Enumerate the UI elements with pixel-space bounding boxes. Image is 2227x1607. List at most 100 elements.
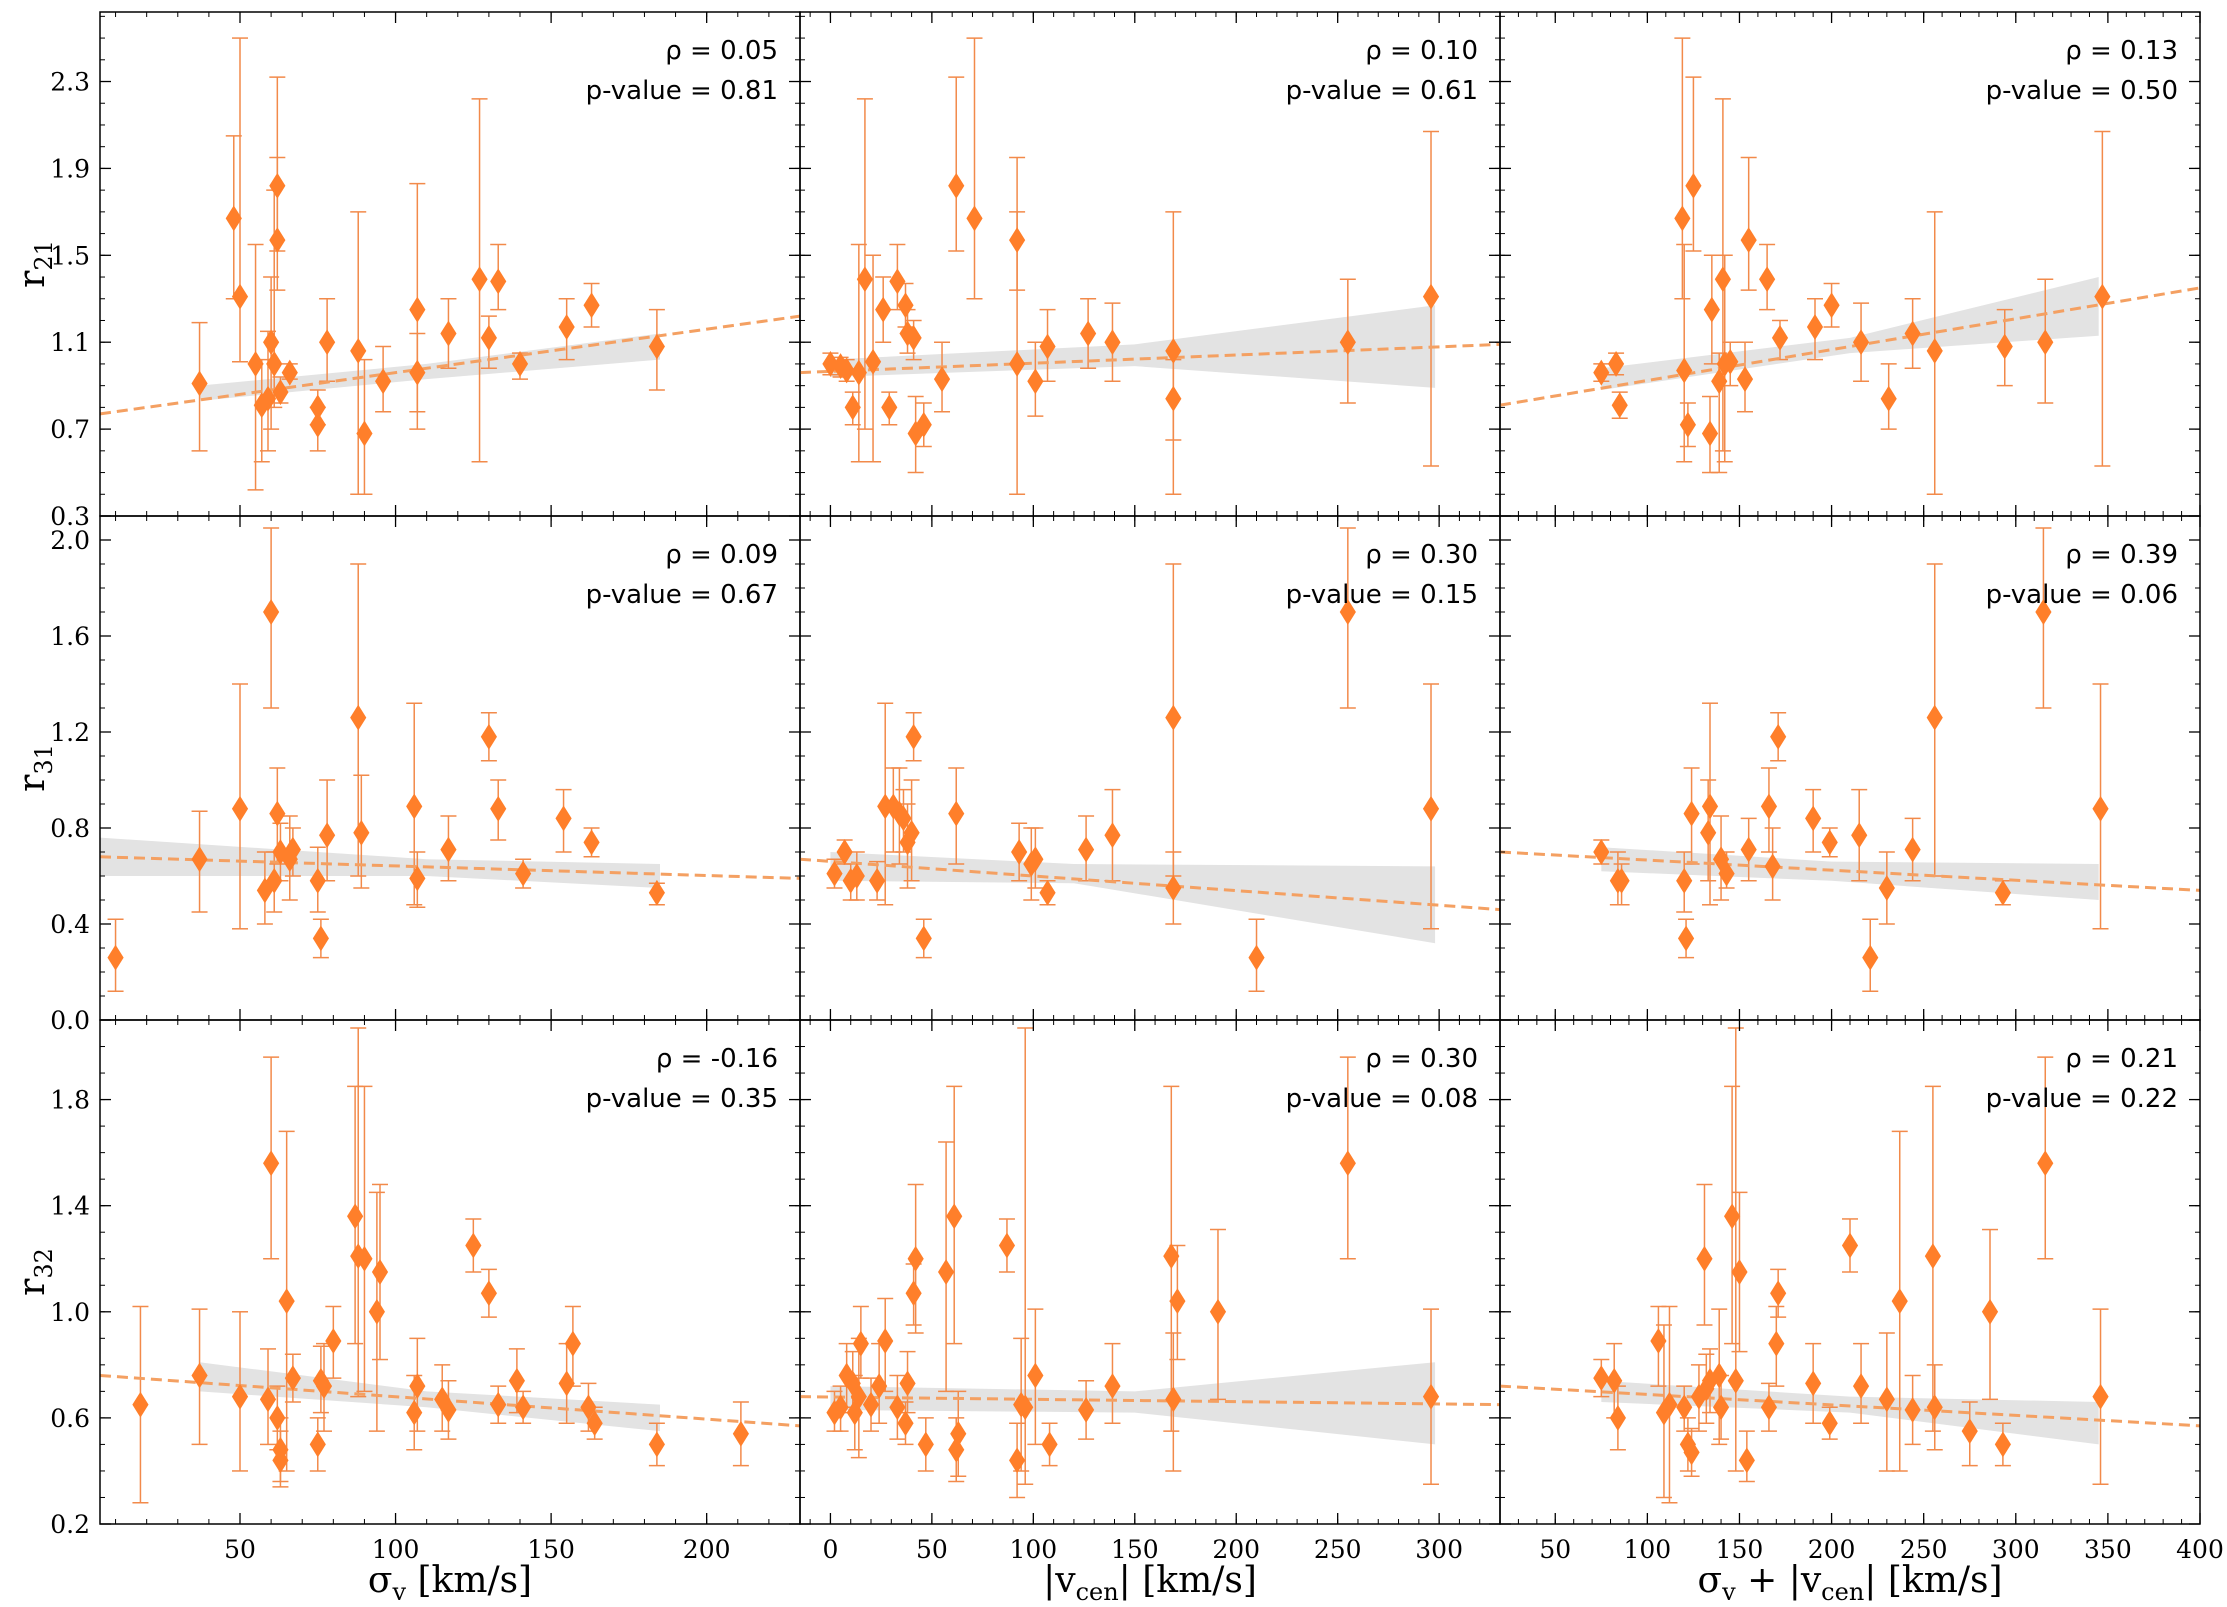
y-tick-label: 1.4: [50, 1192, 90, 1221]
data-point: [558, 314, 575, 340]
panel-r2-c0: 0.2 0.6 1.0 1.4 1.8 50 100 150 200 ρ = -0.16 p-val…: [50, 1019, 801, 1564]
data-point: [309, 1431, 326, 1458]
x-axis-title-part: σ: [368, 1560, 393, 1601]
data-point: [1009, 1447, 1026, 1474]
panel-r1-c1: ρ = 0.30 p-value = 0.15: [799, 515, 1501, 1021]
data-point: [508, 1367, 525, 1394]
data-point: [259, 1386, 277, 1413]
data-point: [132, 1391, 149, 1418]
data-point: [319, 329, 336, 356]
data-point: [1422, 795, 1440, 822]
data-point: [1165, 704, 1182, 731]
data-point: [648, 333, 665, 360]
data-point: [1422, 283, 1440, 310]
x-axis-title-part: + |v: [1736, 1560, 1822, 1601]
data-point: [2094, 283, 2111, 310]
confidence-band: [830, 305, 1436, 388]
data-point: [848, 863, 865, 889]
data-point: [862, 1391, 880, 1418]
data-point: [1722, 348, 1739, 375]
data-point: [269, 172, 286, 199]
data-point: [263, 1150, 280, 1177]
x-axis-title-sub: cen: [1076, 1578, 1119, 1606]
data-point: [440, 836, 457, 863]
data-point: [490, 795, 507, 822]
data-point: [966, 205, 983, 232]
data-point: [1981, 1298, 1999, 1325]
data-point: [440, 1396, 457, 1423]
data-point: [231, 795, 249, 822]
data-point: [356, 420, 373, 447]
data-point: [1724, 1203, 1741, 1230]
data-point: [1880, 385, 1897, 412]
data-point: [897, 1410, 914, 1437]
data-point: [1701, 793, 1719, 820]
data-point: [1606, 1367, 1623, 1394]
data-point: [1924, 1243, 1941, 1270]
data-point: [309, 411, 326, 438]
data-point: [1727, 1367, 1744, 1394]
data-point: [1607, 350, 1625, 377]
data-point: [950, 1420, 967, 1447]
data-point: [1891, 1288, 1908, 1315]
data-point: [838, 357, 855, 384]
y-tick-label: 0.6: [50, 1404, 90, 1433]
data-point: [191, 846, 208, 873]
fit-line: [800, 342, 1500, 375]
data-point: [948, 172, 965, 199]
data-point: [350, 704, 367, 731]
data-point: [406, 793, 423, 820]
x-axis-title-sub: v: [391, 1578, 406, 1606]
data-point: [1163, 1243, 1180, 1270]
y-tick-label: 0.7: [50, 415, 90, 444]
data-point: [2035, 599, 2052, 625]
rho-annotation: ρ = -0.16: [656, 1044, 778, 1074]
fit-line: [1500, 1384, 2200, 1428]
panel-r1-c2: ρ = 0.39 p-value = 0.06: [1499, 515, 2201, 1021]
data-point: [2092, 1383, 2109, 1410]
fit-line: [1500, 850, 2200, 892]
data-point: [2037, 329, 2054, 356]
data-point: [269, 1404, 286, 1431]
data-point: [353, 819, 370, 846]
data-point: [406, 1399, 423, 1426]
data-point: [897, 292, 914, 319]
data-point: [1711, 368, 1728, 395]
confidence-band: [1601, 277, 2099, 390]
x-tick-label: 100: [1624, 1535, 1672, 1564]
data-point: [1904, 836, 1921, 863]
data-point: [881, 394, 898, 421]
y-tick-label: 0.3: [50, 502, 90, 531]
data-point: [946, 1203, 963, 1230]
data-point: [263, 599, 280, 625]
x-axis-title-sub: cen: [1821, 1578, 1864, 1606]
panel-plot-area: [800, 527, 1500, 992]
data-point: [1679, 411, 1696, 438]
data-point: [1039, 333, 1056, 360]
confidence-band: [1601, 1380, 2099, 1445]
confidence-band: [830, 1362, 1436, 1445]
data-point: [284, 1365, 301, 1392]
data-point: [490, 268, 507, 295]
data-point: [1613, 867, 1630, 894]
data-point: [586, 1410, 603, 1437]
data-point: [937, 1259, 955, 1285]
data-point: [832, 1394, 849, 1421]
data-point: [1339, 329, 1356, 356]
p-value-annotation: p-value = 0.50: [1986, 76, 2178, 106]
data-point: [231, 1383, 249, 1410]
data-point: [1701, 420, 1719, 447]
data-point: [281, 359, 298, 386]
x-axis-title-part: [km/s]: [406, 1560, 532, 1601]
data-point: [856, 266, 874, 293]
data-point: [1862, 944, 1879, 971]
data-point: [1768, 1330, 1785, 1357]
data-point: [1078, 836, 1095, 863]
data-point: [263, 329, 280, 356]
data-point: [905, 1280, 922, 1307]
panel-plot-area: [800, 37, 1500, 496]
data-point: [1736, 366, 1754, 393]
data-point: [440, 320, 457, 347]
x-tick-label: 200: [1808, 1535, 1856, 1564]
data-point: [1711, 1362, 1728, 1389]
